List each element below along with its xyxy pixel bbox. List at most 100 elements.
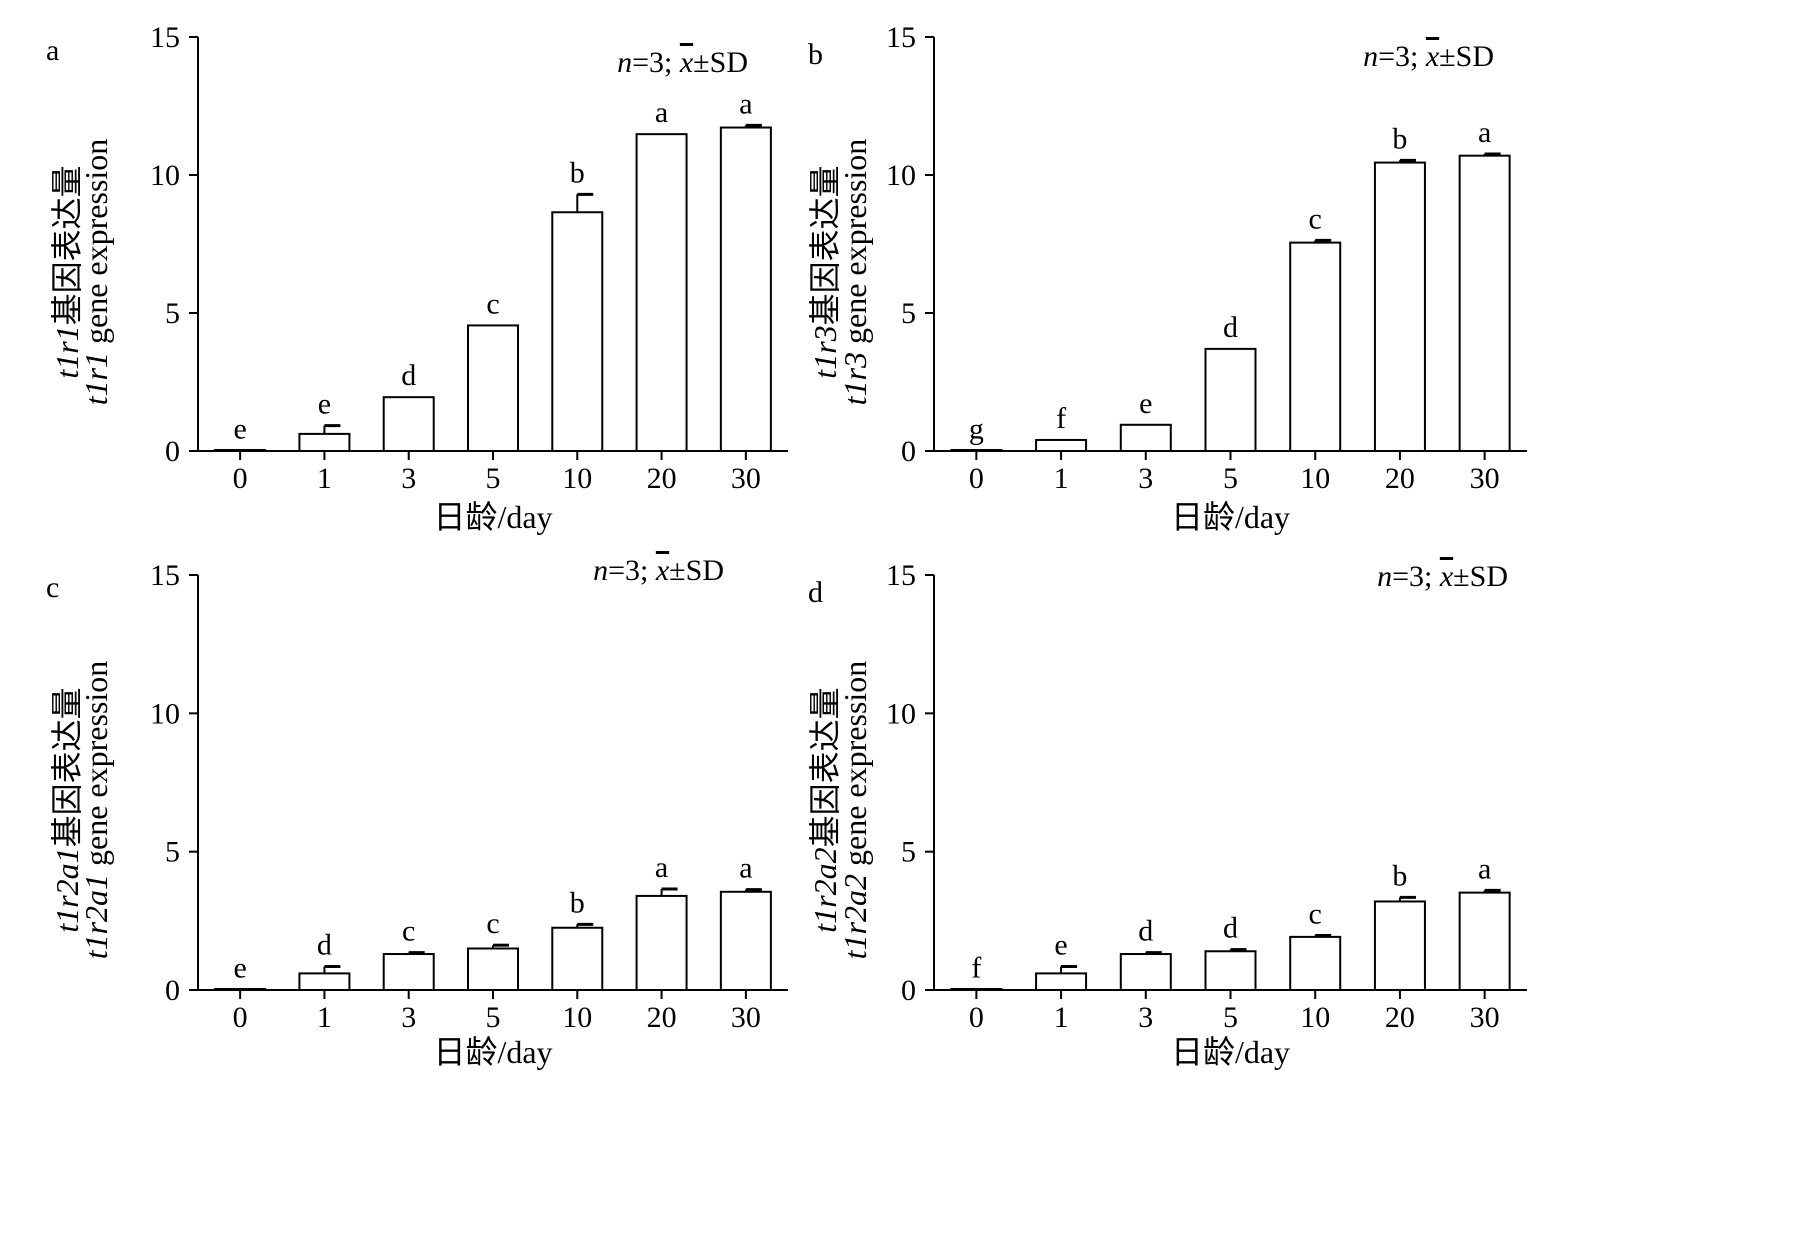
y-axis-gene-name: t1r1 bbox=[49, 325, 85, 378]
panel-letter: d bbox=[808, 576, 823, 609]
x-tick-label: 30 bbox=[1470, 462, 1500, 495]
significance-letter: b bbox=[570, 886, 585, 919]
stat-note: n=3; x±SD bbox=[1363, 40, 1494, 73]
stat-sd: ±SD bbox=[1439, 40, 1494, 73]
y-axis-title-line2: t1r1 gene expression bbox=[78, 139, 114, 406]
bar bbox=[719, 126, 772, 452]
x-tick-label: 1 bbox=[317, 1001, 332, 1034]
significance-letter: d bbox=[1223, 912, 1238, 945]
y-axis-title-line1: t1r2a1基因表达量 bbox=[49, 687, 85, 932]
y-axis-gene-name: t1r2a2 bbox=[837, 874, 873, 959]
bar bbox=[950, 449, 1003, 452]
y-tick-label: 5 bbox=[901, 836, 916, 869]
y-axis-title-en: gene expression bbox=[78, 139, 114, 352]
x-tick-label: 10 bbox=[1300, 462, 1330, 495]
bar bbox=[950, 988, 1003, 991]
y-tick-label: 10 bbox=[886, 697, 916, 730]
x-tick-label: 10 bbox=[1300, 1001, 1330, 1034]
significance-letter: e bbox=[1054, 928, 1067, 961]
y-axis-title-line2: t1r2a1 gene expression bbox=[78, 661, 114, 960]
bar bbox=[551, 211, 604, 452]
y-axis-title-cn: 基因表达量 bbox=[49, 687, 85, 847]
significance-letter: d bbox=[1223, 311, 1238, 344]
panel-letter: a bbox=[46, 34, 59, 67]
y-tick-label: 15 bbox=[886, 559, 916, 592]
stat-eq: =3; bbox=[1392, 560, 1440, 593]
y-axis-title-cn: 基因表达量 bbox=[807, 165, 843, 325]
bar bbox=[382, 396, 435, 452]
significance-letter: e bbox=[233, 951, 246, 984]
y-axis-title-en: gene expression bbox=[78, 661, 114, 874]
x-tick-label: 30 bbox=[731, 1001, 761, 1034]
bar bbox=[1289, 935, 1342, 992]
bar bbox=[1458, 891, 1511, 992]
x-tick-label: 5 bbox=[1223, 1001, 1238, 1034]
stat-mean-symbol: x bbox=[679, 46, 694, 79]
stat-eq: =3; bbox=[1378, 40, 1426, 73]
bar bbox=[1458, 154, 1511, 452]
stat-mean-symbol: x bbox=[655, 554, 670, 587]
x-tick-label: 5 bbox=[486, 1001, 501, 1034]
y-axis-title-line2: t1r3 gene expression bbox=[837, 139, 873, 406]
y-axis-gene-name: t1r2a2 bbox=[807, 847, 843, 932]
x-tick-label: 20 bbox=[647, 462, 677, 495]
bar bbox=[382, 953, 435, 991]
bar bbox=[467, 324, 519, 453]
y-tick-label: 0 bbox=[901, 974, 916, 1007]
y-tick-label: 5 bbox=[901, 297, 916, 330]
bar bbox=[1119, 423, 1172, 452]
bar bbox=[214, 449, 267, 452]
x-tick-label: 0 bbox=[969, 1001, 984, 1034]
stat-sd: ±SD bbox=[669, 554, 724, 587]
significance-letter: c bbox=[402, 915, 415, 948]
y-tick-label: 10 bbox=[150, 697, 180, 730]
significance-letter: c bbox=[486, 907, 499, 940]
y-axis-title-line1: t1r2a2基因表达量 bbox=[807, 687, 843, 932]
y-axis-title-en: gene expression bbox=[837, 661, 873, 874]
x-axis-title: 日龄/day bbox=[433, 1034, 552, 1070]
significance-letter: d bbox=[1138, 915, 1153, 948]
significance-letter: e bbox=[233, 412, 246, 445]
bar bbox=[298, 432, 351, 452]
bar bbox=[1119, 953, 1172, 991]
y-axis-title-line2: t1r2a2 gene expression bbox=[837, 661, 873, 960]
bar bbox=[214, 988, 267, 991]
y-axis-gene-name: t1r2a1 bbox=[49, 847, 85, 932]
bar bbox=[1204, 950, 1257, 991]
y-axis-gene-name: t1r2a1 bbox=[78, 874, 114, 959]
x-tick-label: 1 bbox=[317, 462, 332, 495]
significance-letter: f bbox=[1056, 402, 1066, 435]
significance-letter: b bbox=[1392, 859, 1407, 892]
y-axis-title-cn: 基因表达量 bbox=[807, 687, 843, 847]
bar bbox=[1035, 438, 1088, 452]
y-tick-label: 0 bbox=[901, 435, 916, 468]
bar bbox=[1035, 972, 1088, 992]
panel-letter: b bbox=[808, 38, 823, 71]
x-tick-label: 3 bbox=[401, 1001, 416, 1034]
x-tick-label: 0 bbox=[969, 462, 984, 495]
bar bbox=[1373, 161, 1426, 453]
x-tick-label: 0 bbox=[233, 462, 248, 495]
significance-letter: a bbox=[655, 96, 668, 129]
x-tick-label: 10 bbox=[562, 462, 592, 495]
significance-letter: g bbox=[969, 412, 984, 445]
x-tick-label: 20 bbox=[1385, 462, 1415, 495]
significance-letter: d bbox=[401, 359, 416, 392]
stat-eq: =3; bbox=[608, 554, 656, 587]
significance-letter: b bbox=[1392, 122, 1407, 155]
significance-letter: a bbox=[1478, 116, 1491, 149]
y-axis-title-line1: t1r3基因表达量 bbox=[807, 165, 843, 378]
x-tick-label: 1 bbox=[1054, 462, 1069, 495]
y-axis-title-line1: t1r1基因表达量 bbox=[49, 165, 85, 378]
y-tick-label: 10 bbox=[886, 159, 916, 192]
x-axis-title: 日龄/day bbox=[1171, 1034, 1290, 1070]
y-tick-label: 0 bbox=[165, 974, 180, 1007]
y-tick-label: 15 bbox=[886, 21, 916, 54]
significance-letter: e bbox=[1139, 387, 1152, 420]
stat-mean-symbol: x bbox=[1425, 40, 1440, 73]
stat-sd: ±SD bbox=[693, 46, 748, 79]
stat-eq: =3; bbox=[632, 46, 680, 79]
